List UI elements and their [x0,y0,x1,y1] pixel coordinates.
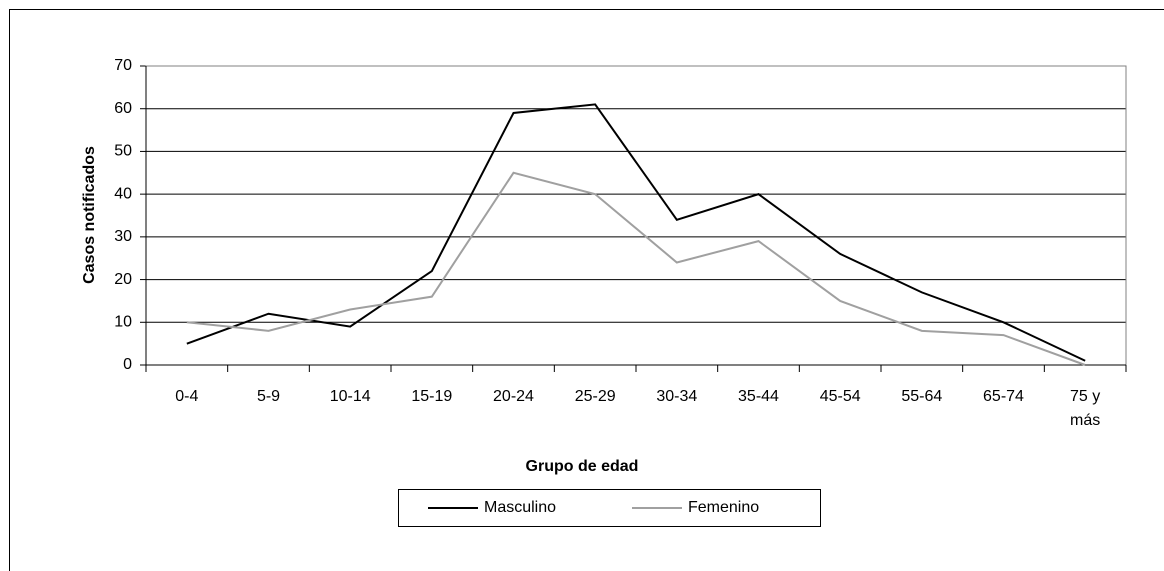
x-axis-label: Grupo de edad [526,458,639,475]
plot-area [145,65,1127,366]
x-tick-label: 35-44 [738,388,779,405]
x-tick-label: 75 y más [1070,388,1101,429]
x-tick-label: 45-54 [819,388,861,405]
x-tick-label: 30-34 [656,388,698,405]
x-tick-label: 65-74 [983,388,1024,405]
line [186,171,1086,366]
y-tick-label: 0 [123,356,132,373]
y-tick-label: 60 [114,100,132,117]
y-axis-label: Casos notificados [81,146,98,284]
legend-label: Masculino [484,499,556,516]
x-tick-label: 55-64 [901,388,943,405]
y-tick-label: 40 [114,185,132,202]
x-tick-label: 5-9 [256,388,281,405]
y-tick-label: 10 [114,314,132,331]
y-tick-label: 30 [114,228,132,245]
x-tick-label: 15-19 [411,388,453,405]
y-tick-label: 50 [114,143,132,160]
x-tick-label: 25-29 [574,388,616,405]
line [186,103,1086,362]
x-tick-label: 0-4 [175,388,199,405]
legend-label: Femenino [688,499,759,516]
x-tick-label: 10-14 [329,388,371,405]
x-tick-label: 20-24 [493,388,534,405]
chart-border [9,9,1164,571]
y-tick-label: 20 [114,271,132,288]
y-tick-label: 70 [114,57,132,74]
